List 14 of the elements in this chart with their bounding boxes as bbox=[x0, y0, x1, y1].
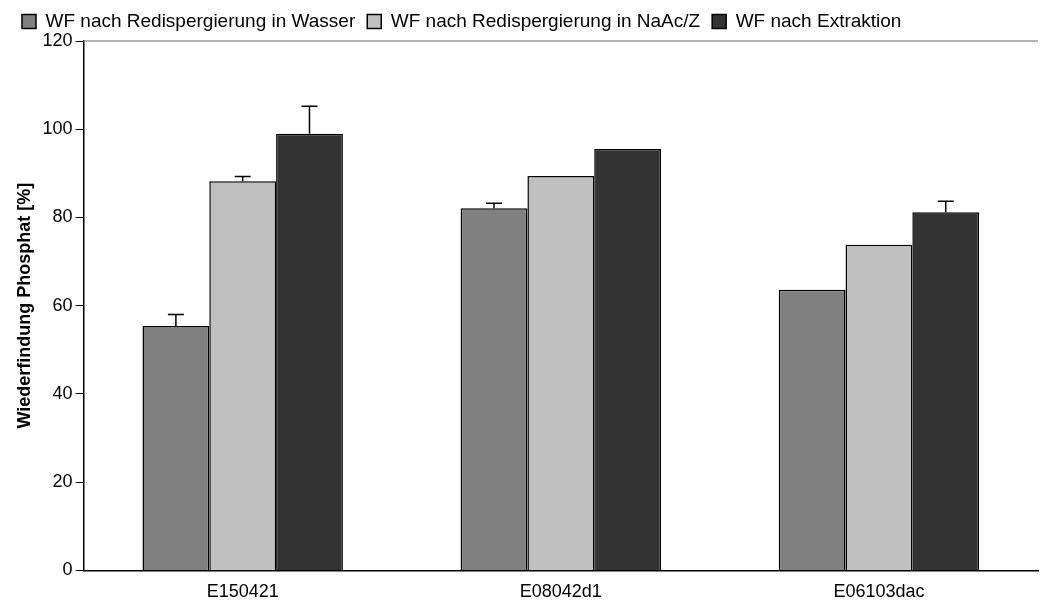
y-tick-label: 60 bbox=[52, 294, 73, 315]
x-tick-label: E06103dac bbox=[833, 581, 925, 602]
x-tick-label: E150421 bbox=[206, 581, 279, 602]
legend-label: WF nach Redispergierung in Wasser bbox=[45, 9, 356, 31]
y-tick-label: 20 bbox=[52, 471, 73, 492]
y-tick-label: 0 bbox=[62, 559, 73, 580]
y-tick-label: 40 bbox=[52, 382, 73, 403]
legend-label: WF nach Redispergierung in NaAc/Z bbox=[390, 9, 701, 31]
y-tick-label: 80 bbox=[52, 206, 73, 227]
y-tick-label: 120 bbox=[42, 29, 73, 50]
legend-label: WF nach Extraktion bbox=[735, 9, 902, 31]
y-axis-title: Wiederfindung Phosphat [%] bbox=[13, 182, 34, 429]
y-tick-label: 100 bbox=[42, 118, 73, 139]
x-tick-label: E08042d1 bbox=[519, 581, 602, 602]
